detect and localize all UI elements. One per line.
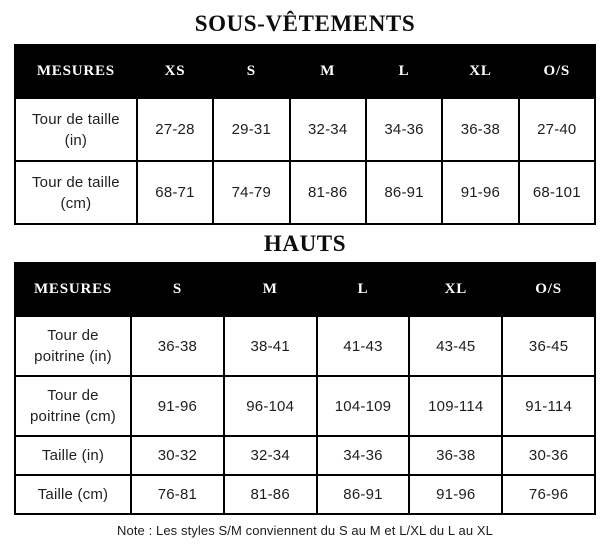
header-row: MESURES S M L XL O/S	[14, 262, 596, 317]
size-value-cell: 81-86	[222, 474, 318, 515]
size-value-cell: 43-45	[408, 315, 504, 377]
header-cell-l: L	[315, 262, 411, 317]
header-row: MESURES XS S M L XL O/S	[14, 44, 597, 99]
table-row-taille-in: Taille (in) 30-32 32-34 34-36 36-38 30-3…	[14, 435, 596, 476]
size-value-cell: 32-34	[288, 97, 367, 162]
size-value-cell: 36-38	[408, 435, 504, 476]
size-value-cell: 30-36	[501, 435, 596, 476]
size-value-cell: 74-79	[212, 160, 291, 225]
size-value-cell: 104-109	[315, 375, 411, 437]
row-label: Tour de poitrine (cm)	[14, 375, 132, 437]
size-table-sous-vetements: MESURES XS S M L XL O/S Tour de taille (…	[14, 44, 597, 225]
size-value-cell: 109-114	[408, 375, 504, 437]
size-value-cell: 32-34	[222, 435, 318, 476]
row-label: Taille (in)	[14, 435, 132, 476]
header-cell-xl: XL	[441, 44, 520, 99]
size-value-cell: 86-91	[315, 474, 411, 515]
header-cell-os: O/S	[517, 44, 597, 99]
header-cell-s: S	[212, 44, 291, 99]
header-cell-xs: XS	[135, 44, 215, 99]
size-value-cell: 76-81	[130, 474, 225, 515]
table-row-poitrine-in: Tour de poitrine (in) 36-38 38-41 41-43 …	[14, 315, 596, 377]
row-label: Taille (cm)	[14, 474, 132, 515]
size-value-cell: 36-45	[501, 315, 596, 377]
size-value-cell: 36-38	[441, 97, 520, 162]
size-value-cell: 34-36	[364, 97, 444, 162]
row-label: Tour de taille (cm)	[14, 160, 138, 225]
footnote: Note : Les styles S/M conviennent du S a…	[117, 523, 493, 538]
table-row-taille-cm: Tour de taille (cm) 68-71 74-79 81-86 86…	[14, 160, 597, 225]
size-value-cell: 91-96	[441, 160, 520, 225]
table-row-taille-cm: Taille (cm) 76-81 81-86 86-91 91-96 76-9…	[14, 474, 596, 515]
header-cell-m: M	[222, 262, 318, 317]
size-value-cell: 76-96	[501, 474, 596, 515]
header-cell-xl: XL	[408, 262, 504, 317]
size-value-cell: 91-96	[408, 474, 504, 515]
header-cell-mesures: MESURES	[14, 44, 138, 99]
size-value-cell: 68-71	[135, 160, 215, 225]
size-value-cell: 27-28	[135, 97, 215, 162]
header-cell-mesures: MESURES	[14, 262, 132, 317]
size-value-cell: 29-31	[212, 97, 291, 162]
header-cell-m: M	[288, 44, 367, 99]
size-value-cell: 81-86	[288, 160, 367, 225]
size-value-cell: 86-91	[364, 160, 444, 225]
header-cell-l: L	[364, 44, 444, 99]
size-value-cell: 38-41	[222, 315, 318, 377]
size-value-cell: 34-36	[315, 435, 411, 476]
size-value-cell: 36-38	[130, 315, 225, 377]
size-value-cell: 30-32	[130, 435, 225, 476]
table-row-poitrine-cm: Tour de poitrine (cm) 91-96 96-104 104-1…	[14, 375, 596, 437]
size-chart-page: SOUS-VÊTEMENTS MESURES XS S M L XL O/S T…	[14, 0, 597, 538]
size-value-cell: 68-101	[517, 160, 597, 225]
table-row-taille-in: Tour de taille (in) 27-28 29-31 32-34 34…	[14, 97, 597, 162]
size-value-cell: 91-96	[130, 375, 225, 437]
size-value-cell: 91-114	[501, 375, 596, 437]
row-label: Tour de taille (in)	[14, 97, 138, 162]
size-value-cell: 41-43	[315, 315, 411, 377]
size-value-cell: 27-40	[517, 97, 597, 162]
size-table-hauts: MESURES S M L XL O/S Tour de poitrine (i…	[14, 262, 596, 515]
header-cell-os: O/S	[501, 262, 596, 317]
header-cell-s: S	[130, 262, 225, 317]
section-title-sous-vetements: SOUS-VÊTEMENTS	[194, 11, 416, 36]
size-value-cell: 96-104	[222, 375, 318, 437]
row-label: Tour de poitrine (in)	[14, 315, 132, 377]
section-title-hauts: HAUTS	[263, 231, 347, 256]
